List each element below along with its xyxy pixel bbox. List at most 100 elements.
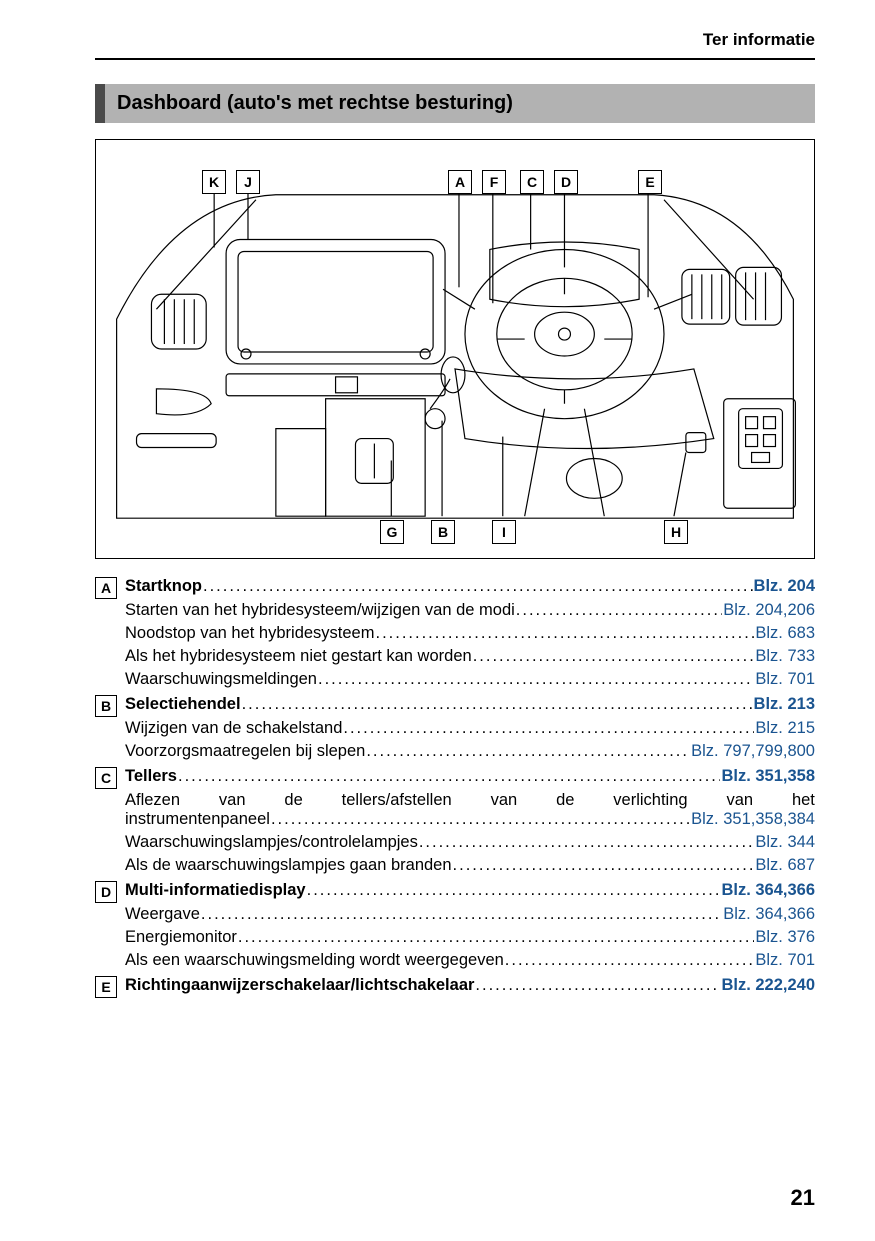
callout-g: G (380, 520, 404, 544)
entry-title: Tellers (125, 767, 177, 786)
entry-title-line: Richtingaanwijzerschakelaar/lichtschakel… (125, 976, 815, 995)
callout-e: E (638, 170, 662, 194)
leader-dots: ........................................… (505, 951, 755, 970)
entry-letter-box: E (95, 976, 117, 998)
sub-entries: Starten van het hybridesysteem/wijzigen … (125, 601, 815, 689)
entry-letter-box: A (95, 577, 117, 599)
entry-letter-box: C (95, 767, 117, 789)
sub-label: Als een waarschuwingsmelding wordt weerg… (125, 951, 504, 970)
leader-dots: ........................................… (307, 881, 721, 900)
dashboard-diagram: KJAFCDEGBIH (95, 139, 815, 559)
leader-dots: ........................................… (516, 601, 722, 620)
sub-page-ref[interactable]: Blz. 733 (755, 647, 815, 666)
dashboard-svg (96, 140, 814, 558)
header-rule (95, 58, 815, 60)
sub-label: Voorzorgsmaatregelen bij slepen (125, 742, 365, 761)
entry-title: Selectiehendel (125, 695, 241, 714)
entry-e: E Richtingaanwijzerschakelaar/lichtschake… (95, 976, 815, 998)
sub-label: Als de waarschuwingslampjes gaan branden (125, 856, 452, 875)
sub-label: Starten van het hybridesysteem/wijzigen … (125, 601, 515, 620)
justified-sub-entry: Aflezenvandetellers/afstellenvandeverlic… (125, 791, 815, 829)
leader-dots: ........................................… (343, 719, 754, 738)
leader-dots: ........................................… (419, 833, 755, 852)
sub-page-ref[interactable]: Blz. 215 (755, 719, 815, 738)
sub-entry: Voorzorgsmaatregelen bij slepen ........… (125, 742, 815, 761)
sub-entries: Wijzigen van de schakelstand ...........… (125, 719, 815, 761)
leader-dots: ........................................… (375, 624, 754, 643)
sub-entry: Noodstop van het hybridesysteem ........… (125, 624, 815, 643)
entry-page-ref[interactable]: Blz. 351,358 (721, 767, 815, 786)
sub-entry: Als een waarschuwingsmelding wordt weerg… (125, 951, 815, 970)
entry-letter-box: B (95, 695, 117, 717)
heading-text: Dashboard (auto's met rechtse besturing) (105, 84, 815, 123)
callout-k: K (202, 170, 226, 194)
leader-dots: ........................................… (473, 647, 755, 666)
callout-d: D (554, 170, 578, 194)
leader-dots: ........................................… (475, 976, 720, 995)
entry-page-ref[interactable]: Blz. 364,366 (721, 881, 815, 900)
sub-page-ref[interactable]: Blz. 687 (755, 856, 815, 875)
sub-label: Waarschuwingslampjes/controlelampjes (125, 833, 418, 852)
entry-b: B Selectiehendel.........................… (95, 695, 815, 717)
leader-dots: ........................................… (203, 577, 753, 596)
leader-dots: ........................................… (453, 856, 755, 875)
sub-page-ref[interactable]: Blz. 376 (755, 928, 815, 947)
sub-page-ref[interactable]: Blz. 351,358,384 (691, 810, 815, 829)
sub-entry: Weergave................................… (125, 905, 815, 924)
sub-entries: Waarschuwingslampjes/controlelampjes ...… (125, 833, 815, 875)
page: Ter informatie Dashboard (auto's met rec… (0, 0, 875, 1241)
callout-f: F (482, 170, 506, 194)
heading-accent-bar (95, 84, 105, 123)
sub-entry: Waarschuwingslampjes/controlelampjes ...… (125, 833, 815, 852)
entry-c: C Tellers................................… (95, 767, 815, 789)
sub-page-ref[interactable]: Blz. 797,799,800 (691, 742, 815, 761)
sub-label: instrumentenpaneel (125, 810, 270, 829)
callout-h: H (664, 520, 688, 544)
sub-label: Waarschuwingsmeldingen (125, 670, 317, 689)
entry-a: A Startknop..............................… (95, 577, 815, 599)
entry-title-line: Startknop...............................… (125, 577, 815, 596)
sub-label: Als het hybridesysteem niet gestart kan … (125, 647, 472, 666)
entry-title: Startknop (125, 577, 202, 596)
leader-dots: ........................................… (271, 810, 690, 829)
running-header: Ter informatie (95, 30, 815, 50)
page-number: 21 (791, 1185, 815, 1211)
entry-page-ref[interactable]: Blz. 213 (754, 695, 815, 714)
sub-label: Energiemonitor (125, 928, 237, 947)
leader-dots: ........................................… (366, 742, 690, 761)
leader-dots: ........................................… (238, 928, 754, 947)
leader-dots: ........................................… (178, 767, 720, 786)
entry-title-line: Multi-informatiedisplay ................… (125, 881, 815, 900)
entry-title: Multi-informatiedisplay (125, 881, 306, 900)
callout-j: J (236, 170, 260, 194)
entry-d: DMulti-informatiedisplay ...............… (95, 881, 815, 903)
sub-entries: Weergave................................… (125, 905, 815, 970)
entry-page-ref[interactable]: Blz. 204 (754, 577, 815, 596)
sub-page-ref[interactable]: Blz. 344 (755, 833, 815, 852)
index-entries: A Startknop..............................… (95, 577, 815, 998)
sub-label: Noodstop van het hybridesysteem (125, 624, 374, 643)
justified-line-2: instrumentenpaneel .....................… (125, 810, 815, 829)
section-heading: Dashboard (auto's met rechtse besturing) (95, 84, 815, 123)
entry-title: Richtingaanwijzerschakelaar/lichtschakel… (125, 976, 474, 995)
sub-page-ref[interactable]: Blz. 364,366 (723, 905, 815, 924)
sub-page-ref[interactable]: Blz. 701 (755, 670, 815, 689)
sub-page-ref[interactable]: Blz. 204,206 (723, 601, 815, 620)
justified-line-1: Aflezenvandetellers/afstellenvandeverlic… (125, 791, 815, 810)
sub-page-ref[interactable]: Blz. 701 (755, 951, 815, 970)
callout-b: B (431, 520, 455, 544)
sub-page-ref[interactable]: Blz. 683 (755, 624, 815, 643)
sub-entry: Starten van het hybridesysteem/wijzigen … (125, 601, 815, 620)
entry-title-line: Selectiehendel..........................… (125, 695, 815, 714)
sub-entry: Als de waarschuwingslampjes gaan branden… (125, 856, 815, 875)
sub-entry: Energiemonitor .........................… (125, 928, 815, 947)
entry-page-ref[interactable]: Blz. 222,240 (721, 976, 815, 995)
callout-c: C (520, 170, 544, 194)
sub-label: Weergave (125, 905, 200, 924)
callout-i: I (492, 520, 516, 544)
sub-entry: Waarschuwingsmeldingen .................… (125, 670, 815, 689)
leader-dots: ........................................… (318, 670, 754, 689)
sub-label: Wijzigen van de schakelstand (125, 719, 342, 738)
sub-entry: Wijzigen van de schakelstand ...........… (125, 719, 815, 738)
leader-dots: ........................................… (201, 905, 722, 924)
